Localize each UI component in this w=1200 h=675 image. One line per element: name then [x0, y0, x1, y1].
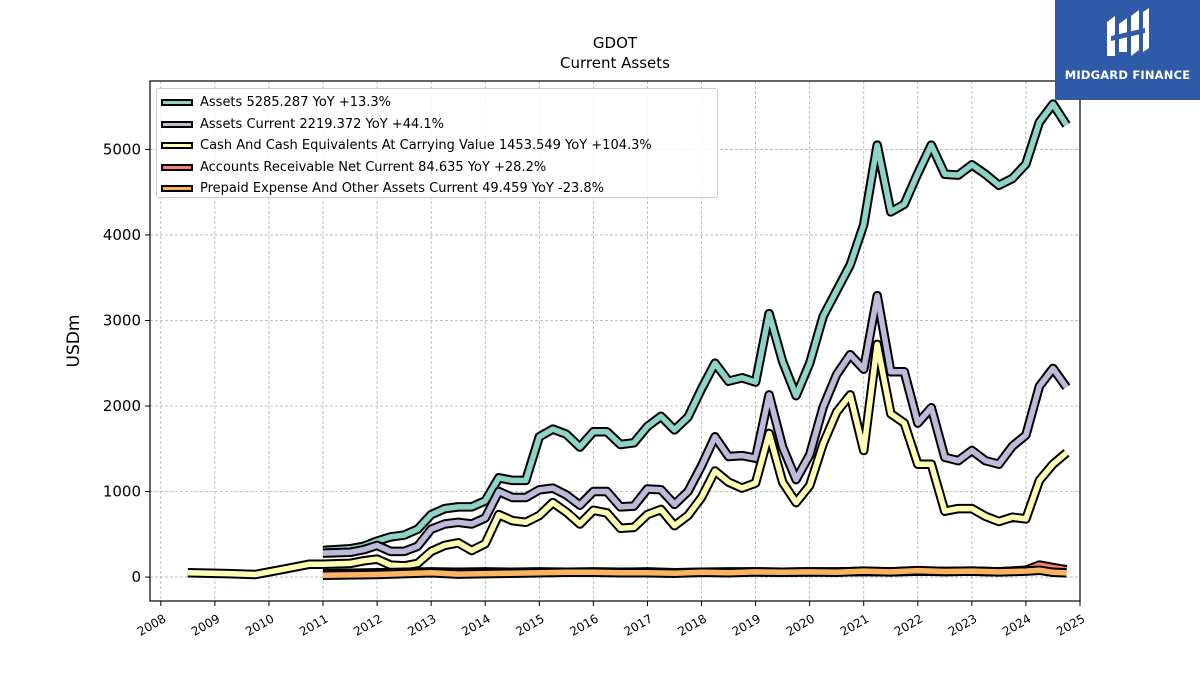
- x-tick-label: 2012: [351, 611, 384, 638]
- legend: Assets 5285.287 YoY +13.3% Assets Current…: [156, 88, 718, 198]
- legend-entry: Cash And Cash Equivalents At Carrying Va…: [161, 135, 717, 157]
- series-0: [322, 99, 1071, 556]
- legend-entry: Assets Current 2219.372 YoY +44.1%: [161, 114, 717, 136]
- legend-entry: Accounts Receivable Net Current 84.635 Y…: [161, 157, 717, 179]
- x-tick-label: 2015: [513, 611, 546, 638]
- x-tick-label: 2021: [838, 611, 871, 638]
- x-tick-label: 2017: [621, 611, 654, 638]
- legend-swatch: [161, 120, 193, 128]
- x-tick-label: 2018: [676, 611, 709, 638]
- y-tick-label: 3000: [103, 311, 141, 329]
- x-tick-label: 2009: [189, 611, 222, 638]
- legend-swatch: [161, 142, 193, 150]
- series-line: [187, 341, 1069, 578]
- legend-entry: Prepaid Expense And Other Assets Current…: [161, 178, 717, 200]
- legend-swatch: [161, 99, 193, 107]
- x-tick-label: 2016: [567, 611, 600, 638]
- legend-label: Assets 5285.287 YoY +13.3%: [200, 95, 392, 111]
- x-tick-label: 2008: [135, 611, 168, 638]
- y-tick-label: 2000: [103, 397, 141, 415]
- legend-label: Accounts Receivable Net Current 84.635 Y…: [200, 159, 547, 175]
- y-tick-label: 1000: [103, 483, 141, 501]
- legend-swatch: [161, 163, 193, 171]
- series-2: [187, 339, 1070, 580]
- legend-label: Prepaid Expense And Other Assets Current…: [200, 181, 604, 197]
- chart-subtitle: Current Assets: [560, 54, 670, 72]
- series-1: [322, 290, 1071, 558]
- brand-name: MIDGARD FINANCE: [1064, 68, 1191, 82]
- chart-title: GDOT: [593, 34, 638, 52]
- legend-entry: Assets 5285.287 YoY +13.3%: [161, 92, 717, 114]
- plot-frame: [149, 80, 1081, 602]
- series-line-outline: [187, 339, 1070, 580]
- y-tick-label: 4000: [103, 226, 141, 244]
- x-tick-label: 2011: [297, 611, 330, 638]
- mf-monogram-icon: [1107, 8, 1149, 56]
- x-tick-label: 2022: [892, 611, 925, 638]
- x-tick-label: 2025: [1054, 611, 1087, 638]
- series-group: [187, 99, 1071, 581]
- brand-logo: MIDGARD FINANCE: [1055, 0, 1200, 100]
- x-tick-label: 2010: [243, 611, 276, 638]
- series-line: [322, 101, 1069, 554]
- series-4: [322, 565, 1067, 581]
- x-axis: 2008 2009 2010 2011 2012 2013 2014 2015 2016 2017…: [135, 601, 1088, 639]
- legend-swatch: [161, 185, 193, 193]
- series-line: [322, 567, 1067, 579]
- legend-label: Cash And Cash Equivalents At Carrying Va…: [200, 138, 652, 154]
- series-line: [322, 292, 1069, 556]
- x-tick-label: 2019: [730, 611, 763, 638]
- x-tick-label: 2020: [784, 611, 817, 638]
- x-tick-label: 2024: [1000, 611, 1033, 638]
- x-tick-label: 2013: [405, 611, 438, 638]
- x-tick-label: 2014: [459, 611, 492, 638]
- legend-label: Assets Current 2219.372 YoY +44.1%: [200, 116, 444, 132]
- y-axis-label: USDm: [64, 315, 84, 368]
- y-axis: 0 1000 2000 3000 4000 5000: [103, 140, 150, 586]
- y-tick-label: 5000: [103, 140, 141, 158]
- y-tick-label: 0: [131, 568, 141, 586]
- x-tick-label: 2023: [946, 611, 979, 638]
